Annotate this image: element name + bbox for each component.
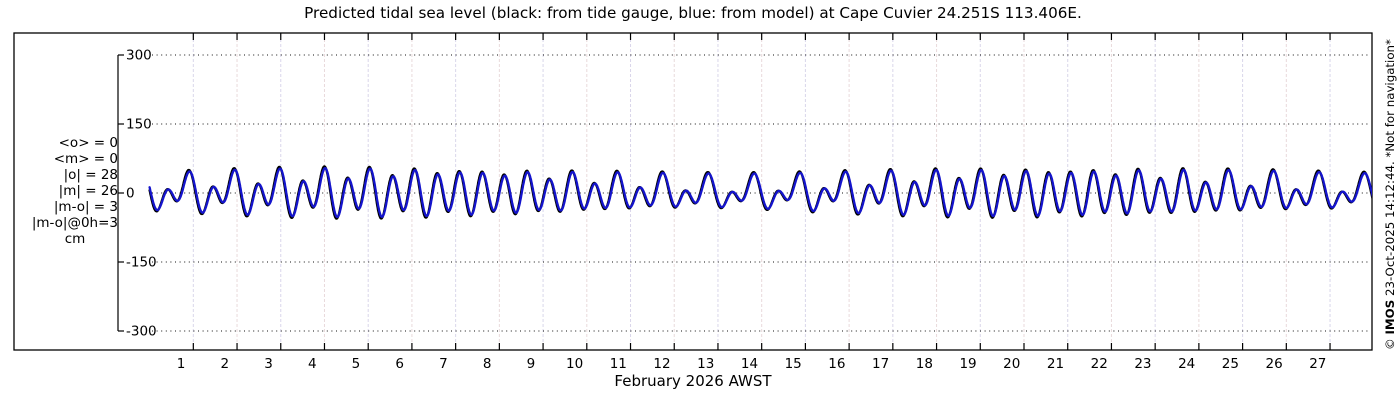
- stat-line: |m-o|@0h=3: [32, 215, 118, 231]
- x-tick-label: 21: [1047, 356, 1064, 372]
- x-axis-ticks: [192, 33, 1331, 350]
- x-tick-label: 12: [653, 356, 670, 372]
- x-tick-label: 18: [916, 356, 933, 372]
- x-tick-label: 10: [566, 356, 583, 372]
- y-axis-tick-labels: 300 150 0 -150 -300: [126, 48, 157, 340]
- y-axis: [117, 54, 124, 332]
- x-tick-label: 8: [483, 356, 492, 372]
- x-tick-label: 13: [697, 356, 714, 372]
- x-tick-label: 4: [308, 356, 317, 372]
- x-tick-label: 11: [610, 356, 627, 372]
- x-tick-label: 15: [785, 356, 802, 372]
- x-tick-label: 25: [1222, 356, 1239, 372]
- chart-title: Predicted tidal sea level (black: from t…: [304, 4, 1082, 22]
- x-tick-label: 16: [828, 356, 845, 372]
- x-tick-label: 23: [1134, 356, 1151, 372]
- x-tick-label: 26: [1266, 356, 1283, 372]
- y-tick-label: 300: [126, 48, 152, 64]
- x-tick-label: 24: [1178, 356, 1195, 372]
- x-axis-tick-labels: 1 2 3 4 5 6 7 8 9 10 11 12 13 14 15 16 17 18 19 20 21 22 23 24 2…: [177, 356, 1327, 372]
- x-tick-label: 9: [527, 356, 536, 372]
- x-tick-label: 17: [872, 356, 889, 372]
- copyright-watermark: © IMOS 23-Oct-2025 14:12:44. *Not for na…: [1383, 39, 1397, 350]
- copyright-symbol: ©: [1383, 334, 1397, 350]
- model-series-line: [148, 167, 1372, 219]
- x-tick-label: 5: [352, 356, 361, 372]
- x-tick-label: 14: [741, 356, 758, 372]
- stats-units: cm: [65, 231, 86, 247]
- x-axis-title: February 2026 AWST: [614, 372, 772, 390]
- stat-line: <o> = 0: [59, 135, 118, 151]
- watermark-timestamp-disclaimer: 23-Oct-2025 14:12:44. *Not for navigatio…: [1383, 39, 1397, 300]
- x-tick-label: 1: [177, 356, 186, 372]
- y-tick-label: 0: [126, 186, 135, 202]
- stat-line: |o| = 28: [64, 167, 118, 183]
- x-tick-label: 19: [959, 356, 976, 372]
- stat-line: |m| = 26: [59, 183, 118, 199]
- stat-line: <m> = 0: [54, 151, 118, 167]
- y-tick-label: -150: [126, 255, 157, 271]
- x-tick-label: 27: [1309, 356, 1326, 372]
- stats-block: <o> = 0<m> = 0|o| = 28|m| = 26|m-o| = 3|…: [32, 135, 118, 247]
- y-tick-label: -300: [126, 324, 157, 340]
- y-tick-label: 150: [126, 117, 152, 133]
- x-tick-label: 2: [221, 356, 230, 372]
- x-tick-label: 6: [395, 356, 404, 372]
- tide-series-group: [148, 165, 1372, 220]
- x-tick-label: 20: [1003, 356, 1020, 372]
- x-tick-label: 7: [439, 356, 448, 372]
- imos-brand-text: IMOS: [1383, 300, 1397, 335]
- x-tick-label: 22: [1091, 356, 1108, 372]
- x-tick-label: 3: [264, 356, 273, 372]
- stat-line: |m-o| = 3: [54, 199, 118, 215]
- horizontal-gridlines: [152, 54, 1371, 332]
